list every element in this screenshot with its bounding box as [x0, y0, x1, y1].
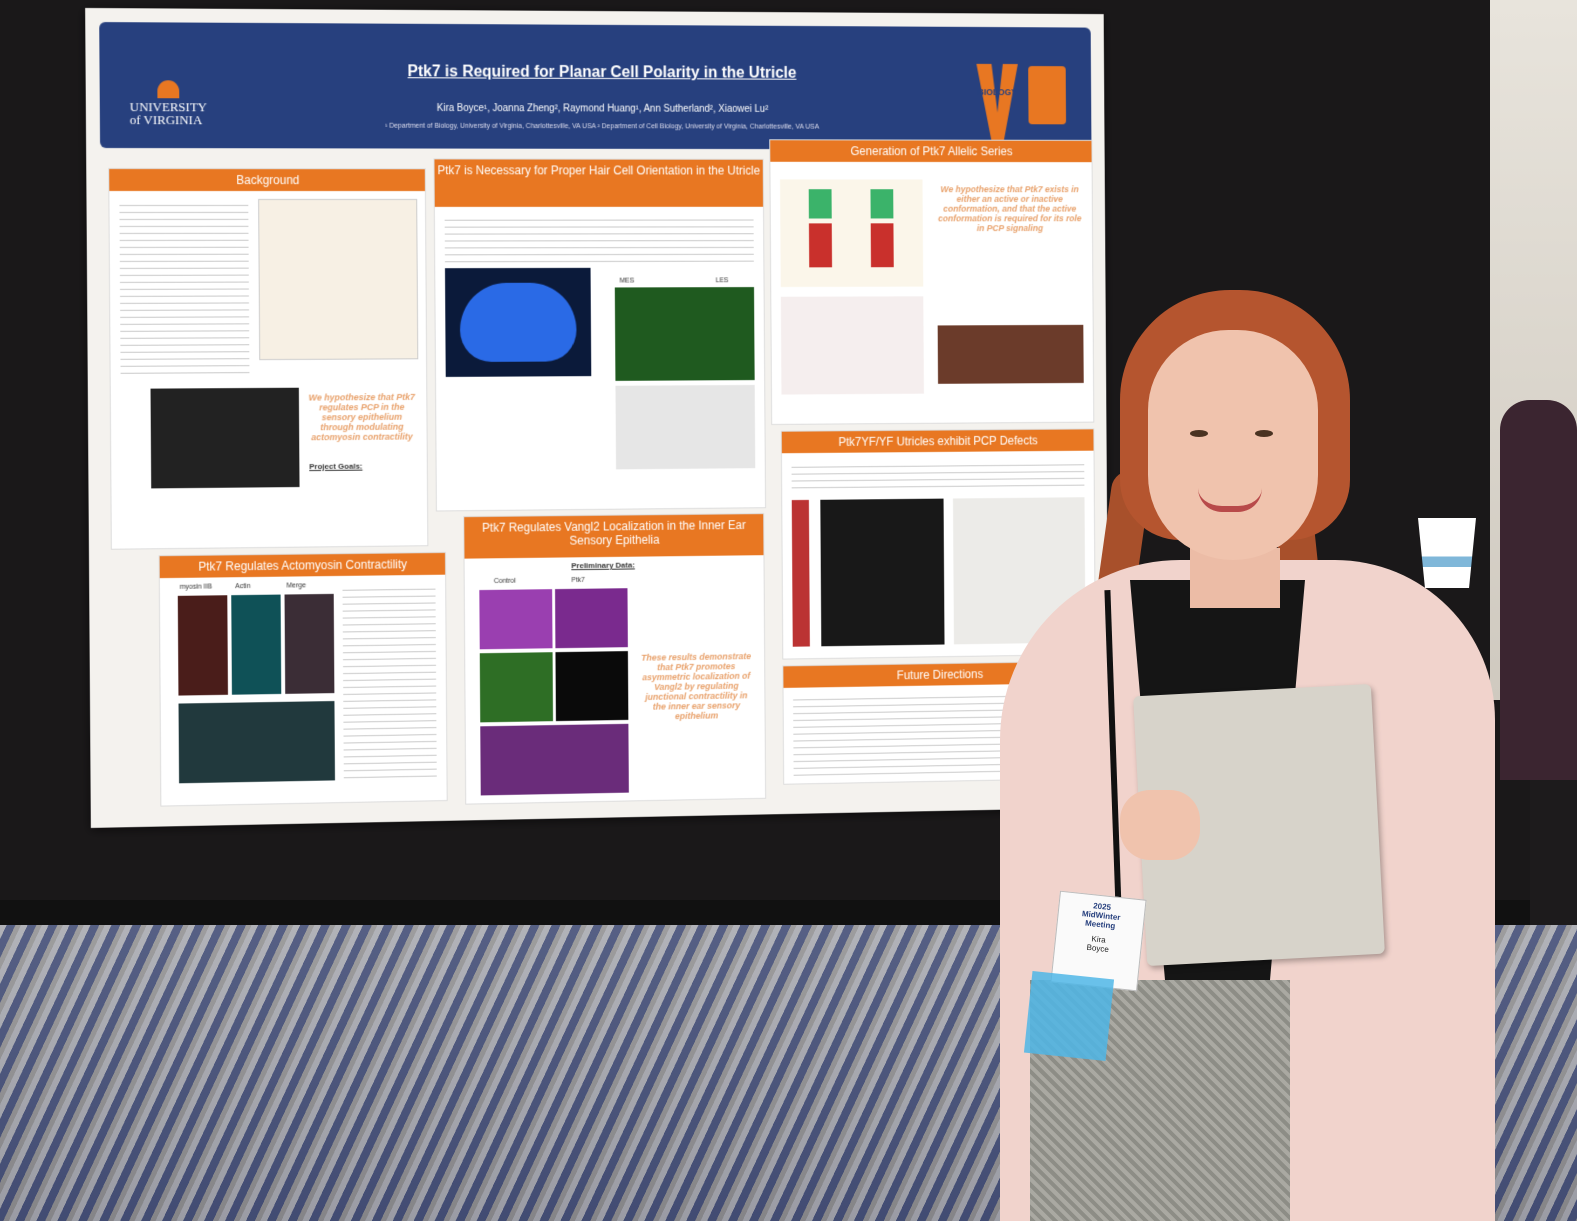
vangl2-header: Ptk7 Regulates Vangl2 Localization in th…	[464, 514, 764, 559]
smiling-face	[1148, 330, 1318, 560]
hair-cell-section: Ptk7 is Necessary for Proper Hair Cell O…	[433, 158, 767, 512]
merge-label: Merge	[286, 582, 306, 590]
allelic-header: Generation of Ptk7 Allelic Series	[770, 140, 1092, 163]
mes-label: MES	[619, 277, 635, 285]
vangl2-conclusion: These results demonstrate that Ptk7 prom…	[641, 651, 752, 722]
pathway-diagram	[258, 198, 419, 361]
receptor-icon	[870, 223, 894, 268]
ptk7-label: Ptk7	[571, 576, 585, 584]
vangl2-section: Ptk7 Regulates Vangl2 Localization in th…	[463, 513, 767, 805]
embryo-images	[937, 324, 1084, 384]
merged-image	[480, 723, 629, 796]
actomyosin-header: Ptk7 Regulates Actomyosin Contractility	[159, 552, 446, 579]
control-label: Control	[493, 577, 516, 585]
pcp-defects-header: Ptk7YF/YF Utricles exhibit PCP Defects	[781, 429, 1094, 454]
poster-authors: Kira Boyce¹, Joanna Zheng², Raymond Huan…	[436, 103, 769, 115]
research-poster: UNIVERSITY of VIRGINIA Ptk7 is Required …	[85, 7, 1110, 828]
background-hypothesis: We hypothesize that Ptk7 regulates PCP i…	[308, 391, 415, 443]
smile	[1198, 488, 1262, 512]
utricle-control-image	[479, 652, 554, 723]
allele-schematic	[780, 296, 924, 395]
receptor-icon	[808, 223, 833, 268]
myosin-image	[177, 595, 228, 696]
biology-label: BIOLOGY	[977, 87, 1017, 98]
actin-label: Actin	[235, 583, 251, 591]
actin-image	[231, 594, 282, 695]
poster-title: Ptk7 is Required for Planar Cell Polarit…	[407, 63, 797, 82]
project-goals-label: Project Goals:	[309, 461, 363, 472]
allelic-section: Generation of Ptk7 Allelic Series We hyp…	[769, 139, 1095, 425]
cochlea-ptk7-image	[555, 588, 628, 649]
allelic-hypothesis: We hypothesize that Ptk7 exists in eithe…	[938, 184, 1082, 233]
preliminary-data-label: Preliminary Data:	[571, 560, 635, 571]
kinase-domain-icon	[870, 189, 894, 219]
paper-cup	[1418, 518, 1476, 588]
background-section: Background We hypothesize that Ptk7 regu…	[108, 168, 429, 550]
hair-cell-fluorescence	[614, 287, 755, 381]
background-header: Background	[109, 169, 425, 192]
poster-banner: UNIVERSITY of VIRGINIA Ptk7 is Required …	[99, 22, 1092, 150]
department-logo-icon	[1028, 66, 1067, 125]
les-label: LES	[715, 277, 729, 285]
uva-v-logo-icon	[976, 63, 1019, 144]
hair-cell-rose-diagrams	[615, 384, 756, 470]
rotunda-logo-icon	[157, 80, 180, 99]
hair-cell-text	[444, 213, 754, 264]
eye	[1190, 430, 1208, 437]
pcp-defects-text	[791, 458, 1085, 489]
protein-schematic	[791, 499, 810, 647]
conformation-diagram	[780, 179, 924, 287]
hand	[1120, 790, 1200, 860]
poster-affiliations: ¹ Department of Biology, University of V…	[384, 122, 820, 131]
kinase-domain-icon	[808, 189, 832, 219]
utricle-ptk7-image	[555, 651, 629, 722]
actomyosin-text	[342, 582, 437, 783]
merge-image	[284, 593, 335, 694]
myosin-label: myosin IIB	[179, 583, 213, 591]
tissue-image	[150, 387, 300, 489]
utricle-shape	[459, 282, 577, 363]
prlc-image	[178, 701, 335, 784]
eye	[1255, 430, 1273, 437]
hair-cell-header: Ptk7 is Necessary for Proper Hair Cell O…	[434, 159, 764, 207]
badge-pouch	[1023, 970, 1115, 1062]
utricle-image	[444, 267, 592, 377]
background-person	[1500, 400, 1577, 780]
hair-cell-images	[820, 498, 945, 647]
cochlea-control-image	[479, 589, 553, 650]
background-text	[119, 198, 250, 379]
actomyosin-section: Ptk7 Regulates Actomyosin Contractility …	[158, 551, 448, 807]
